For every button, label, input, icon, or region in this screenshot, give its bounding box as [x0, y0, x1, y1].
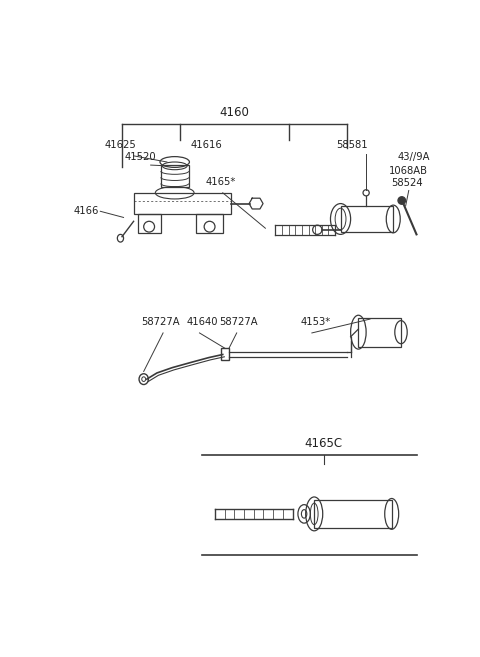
Text: 41640: 41640 [186, 317, 218, 327]
Text: 4160: 4160 [219, 106, 249, 119]
Text: 1068AB: 1068AB [389, 166, 428, 176]
Text: 58727A: 58727A [142, 317, 180, 327]
Text: 41520: 41520 [124, 152, 156, 162]
Text: 58524: 58524 [391, 178, 422, 188]
Circle shape [398, 196, 406, 204]
Text: 4165C: 4165C [304, 437, 343, 450]
Text: 41625: 41625 [105, 140, 137, 150]
Text: 58581: 58581 [336, 140, 368, 150]
Text: 43//9A: 43//9A [397, 152, 430, 162]
Text: 4153*: 4153* [300, 317, 331, 327]
Text: 4166: 4166 [74, 206, 99, 216]
Text: 41616: 41616 [190, 140, 222, 150]
Text: 58727A: 58727A [220, 317, 258, 327]
Text: 4165*: 4165* [206, 177, 236, 187]
